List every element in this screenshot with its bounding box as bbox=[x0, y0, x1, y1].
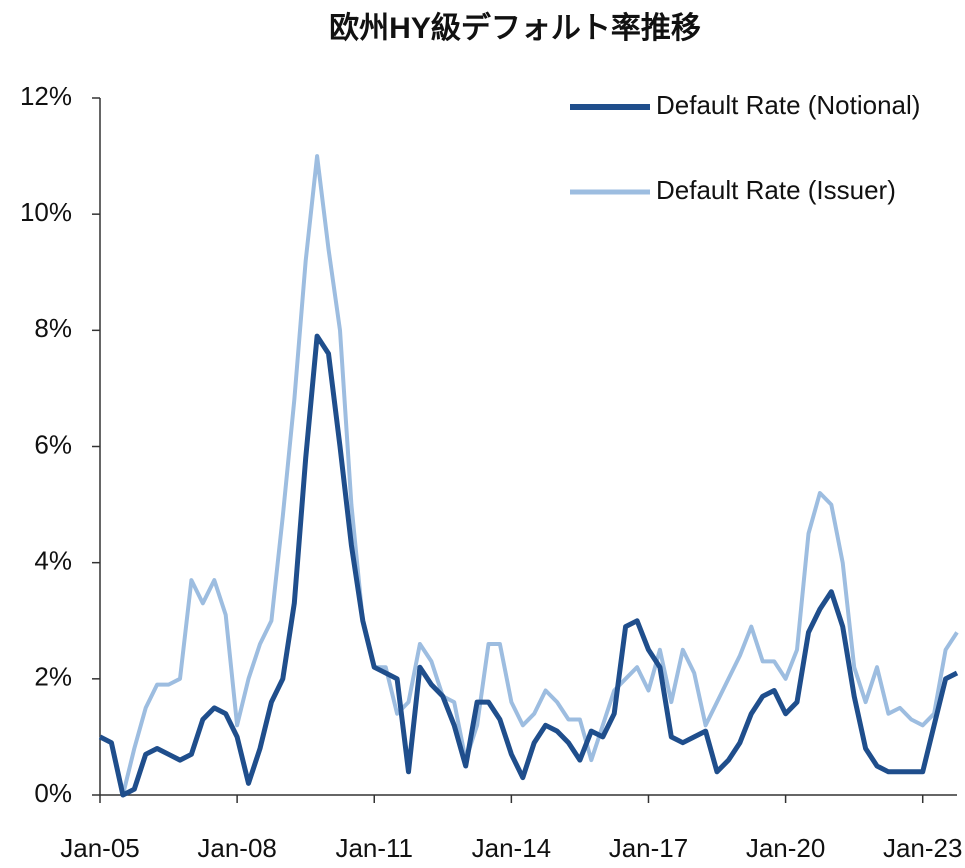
x-tick-label: Jan-23 bbox=[883, 833, 963, 863]
y-tick-label: 4% bbox=[34, 546, 72, 576]
chart-title: 欧州HY級デフォルト率推移 bbox=[329, 11, 701, 45]
legend-label: Default Rate (Issuer) bbox=[656, 175, 896, 205]
y-tick-label: 8% bbox=[34, 313, 72, 343]
y-tick-label: 2% bbox=[34, 662, 72, 692]
y-tick-label: 6% bbox=[34, 429, 72, 459]
legend-label: Default Rate (Notional) bbox=[656, 90, 920, 120]
x-tick-label: Jan-08 bbox=[197, 833, 277, 863]
y-tick-label: 0% bbox=[34, 778, 72, 808]
x-tick-label: Jan-17 bbox=[609, 833, 689, 863]
series-line bbox=[98, 333, 959, 798]
x-tick-label: Jan-14 bbox=[472, 833, 552, 863]
x-tick-label: Jan-11 bbox=[335, 833, 413, 863]
x-tick-label: Jan-20 bbox=[746, 833, 826, 863]
y-tick-label: 10% bbox=[20, 197, 72, 227]
y-tick-label: 12% bbox=[20, 81, 72, 111]
series-line bbox=[99, 154, 959, 797]
x-tick-label: Jan-05 bbox=[60, 833, 140, 863]
